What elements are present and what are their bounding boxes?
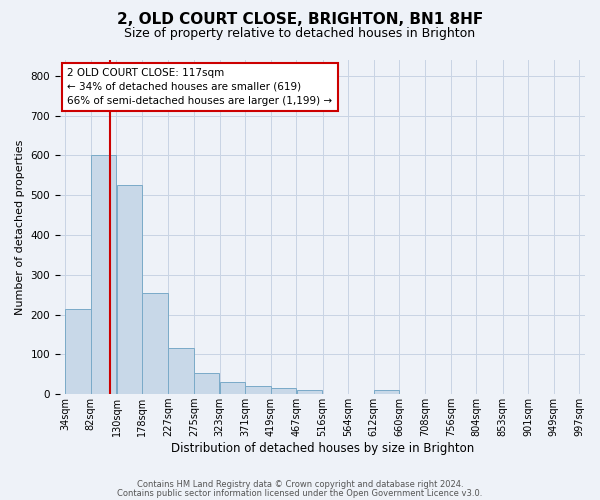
Text: Contains HM Land Registry data © Crown copyright and database right 2024.: Contains HM Land Registry data © Crown c… bbox=[137, 480, 463, 489]
X-axis label: Distribution of detached houses by size in Brighton: Distribution of detached houses by size … bbox=[170, 442, 474, 455]
Bar bbox=[271, 388, 296, 394]
Text: 2 OLD COURT CLOSE: 117sqm
← 34% of detached houses are smaller (619)
66% of semi: 2 OLD COURT CLOSE: 117sqm ← 34% of detac… bbox=[67, 68, 332, 106]
Bar bbox=[91, 156, 116, 394]
Bar bbox=[142, 292, 168, 394]
Text: 2, OLD COURT CLOSE, BRIGHTON, BN1 8HF: 2, OLD COURT CLOSE, BRIGHTON, BN1 8HF bbox=[117, 12, 483, 28]
Bar bbox=[169, 348, 194, 394]
Bar bbox=[245, 386, 271, 394]
Bar bbox=[296, 390, 322, 394]
Text: Contains public sector information licensed under the Open Government Licence v3: Contains public sector information licen… bbox=[118, 489, 482, 498]
Bar bbox=[374, 390, 400, 394]
Y-axis label: Number of detached properties: Number of detached properties bbox=[15, 140, 25, 315]
Bar bbox=[220, 382, 245, 394]
Bar bbox=[194, 374, 220, 394]
Bar bbox=[65, 308, 91, 394]
Bar bbox=[116, 186, 142, 394]
Text: Size of property relative to detached houses in Brighton: Size of property relative to detached ho… bbox=[124, 28, 476, 40]
